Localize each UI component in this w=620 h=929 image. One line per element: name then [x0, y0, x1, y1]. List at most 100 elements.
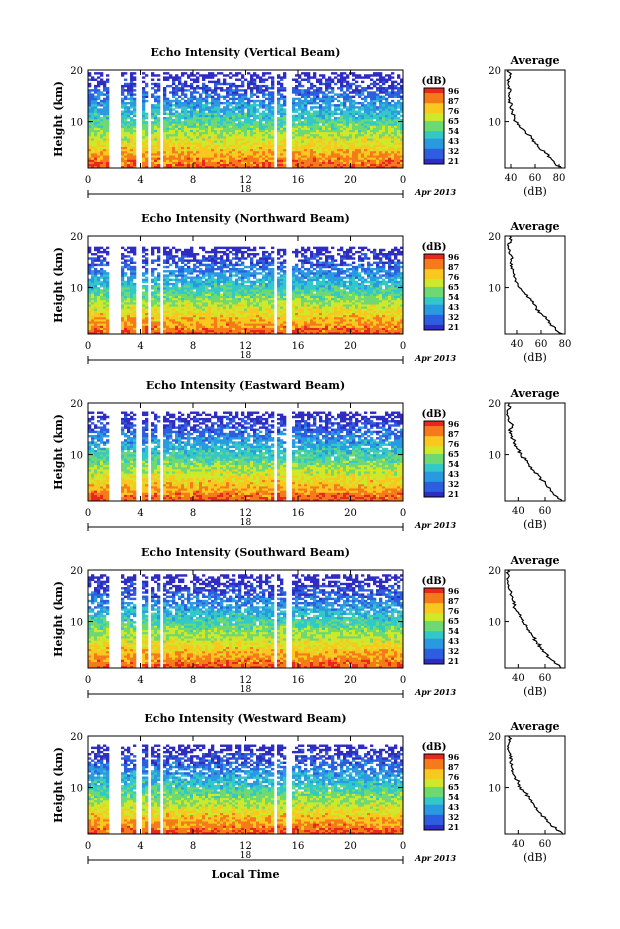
panel-2: Echo Intensity (Northward Beam) 20 10 Heigh…	[52, 212, 571, 364]
x-tick-label: 12	[239, 675, 252, 686]
day-label: 18	[240, 685, 252, 695]
profile-x-tick-label: 60	[539, 673, 552, 684]
y-tick-label: 20	[70, 566, 83, 577]
profile-y-tick-label: 20	[488, 399, 501, 410]
x-tick-label: 4	[137, 508, 143, 519]
x-tick-label: 0	[400, 675, 406, 686]
colorbar	[424, 88, 444, 165]
colorbar-tick-label: 76	[448, 606, 460, 616]
y-tick-label: 10	[70, 118, 83, 129]
x-tick-label: 8	[190, 841, 196, 852]
colorbar-tick-label: 21	[448, 322, 459, 332]
profile-y-tick-label: 10	[488, 618, 501, 629]
profile-line	[506, 402, 563, 502]
colorbar-unit: (dB)	[422, 76, 447, 87]
colorbar-tick-label: 32	[448, 646, 459, 656]
month-label: Apr 2013	[414, 853, 457, 863]
profile-x-label: (dB)	[523, 518, 547, 531]
day-label: 18	[240, 518, 252, 528]
profile-title: Average	[509, 387, 559, 400]
profile-x-tick-label: 40	[512, 506, 525, 517]
panel-title: Echo Intensity (Westward Beam)	[144, 712, 346, 725]
profile-x-tick-label: 60	[529, 173, 542, 184]
x-tick-label: 0	[85, 508, 91, 519]
x-tick-label: 8	[190, 175, 196, 186]
profile-line	[505, 569, 562, 669]
profile-x-tick-label: 40	[505, 173, 518, 184]
panel-3: Echo Intensity (Eastward Beam) 20 10 Height…	[52, 379, 566, 531]
day-label: 18	[240, 185, 252, 195]
colorbar-frame	[423, 253, 445, 331]
colorbar-tick-label: 43	[448, 469, 460, 479]
y-tick-label: 10	[70, 284, 83, 295]
colorbar-tick-label: 87	[448, 96, 459, 106]
x-tick-label: 16	[292, 175, 305, 186]
day-label: 18	[240, 351, 252, 361]
profile-title: Average	[509, 220, 559, 233]
month-label: Apr 2013	[414, 687, 457, 697]
profile-x-tick-label: 40	[512, 839, 525, 850]
profile-x-tick-label: 60	[535, 339, 548, 350]
colorbar-tick-label: 96	[448, 252, 460, 262]
panel-4: Echo Intensity (Southward Beam) 20 10 Heigh…	[52, 546, 566, 698]
profile-x-label: (dB)	[523, 851, 547, 864]
colorbar-tick-label: 87	[448, 429, 459, 439]
x-tick-label: 12	[239, 175, 252, 186]
colorbar-frame	[423, 587, 445, 665]
colorbar-tick-label: 87	[448, 262, 459, 272]
profile-line	[506, 735, 563, 835]
profile-x-label: (dB)	[523, 685, 547, 698]
panel-5: Echo Intensity (Westward Beam) 20 10 Height…	[52, 712, 566, 864]
profile-title: Average	[509, 554, 559, 567]
panel-1: Echo Intensity (Vertical Beam) 20 10 Height…	[52, 46, 566, 198]
month-label: Apr 2013	[414, 353, 457, 363]
y-tick-label: 20	[70, 232, 83, 243]
x-tick-label: 12	[239, 508, 252, 519]
colorbar-tick-label: 65	[448, 616, 459, 626]
profile-x-tick-label: 80	[553, 173, 566, 184]
profile-x-tick-label: 80	[559, 339, 572, 350]
x-tick-label: 0	[85, 675, 91, 686]
colorbar-tick-label: 76	[448, 772, 460, 782]
x-tick-label: 4	[137, 175, 143, 186]
colorbar-unit: (dB)	[422, 742, 447, 753]
heatmap-cells	[88, 246, 404, 335]
x-tick-label: 0	[85, 841, 91, 852]
heatmap-cells	[88, 744, 404, 835]
x-axis-label: Local Time	[212, 868, 280, 881]
profile-line	[506, 69, 562, 169]
colorbar-tick-label: 65	[448, 282, 459, 292]
colorbar	[424, 421, 444, 498]
colorbar-tick-label: 76	[448, 439, 460, 449]
colorbar-tick-label: 32	[448, 479, 459, 489]
colorbar-tick-label: 76	[448, 272, 460, 282]
y-tick-label: 20	[70, 399, 83, 410]
profile-y-tick-label: 10	[488, 118, 501, 129]
colorbar-tick-label: 54	[448, 126, 460, 136]
colorbar-tick-label: 32	[448, 146, 459, 156]
colorbar	[424, 588, 444, 665]
x-tick-label: 12	[239, 841, 252, 852]
colorbar-tick-label: 43	[448, 136, 460, 146]
y-tick-label: 10	[70, 784, 83, 795]
y-axis-label: Height (km)	[52, 414, 65, 490]
x-tick-label: 8	[190, 341, 196, 352]
y-axis-label: Height (km)	[52, 581, 65, 657]
colorbar-frame	[423, 87, 445, 165]
panel-title: Echo Intensity (Eastward Beam)	[146, 379, 345, 392]
colorbar	[424, 254, 444, 331]
month-label: Apr 2013	[414, 187, 457, 197]
colorbar-tick-label: 96	[448, 86, 460, 96]
colorbar-tick-label: 21	[448, 156, 459, 166]
heatmap-cells	[88, 574, 404, 669]
x-tick-label: 8	[190, 675, 196, 686]
colorbar-tick-label: 32	[448, 312, 459, 322]
profile-line	[506, 235, 563, 335]
y-axis-label: Height (km)	[52, 81, 65, 157]
x-tick-label: 20	[344, 841, 357, 852]
colorbar-tick-label: 76	[448, 106, 460, 116]
x-tick-label: 16	[292, 675, 305, 686]
heatmap-cells	[88, 72, 404, 169]
x-tick-label: 4	[137, 675, 143, 686]
